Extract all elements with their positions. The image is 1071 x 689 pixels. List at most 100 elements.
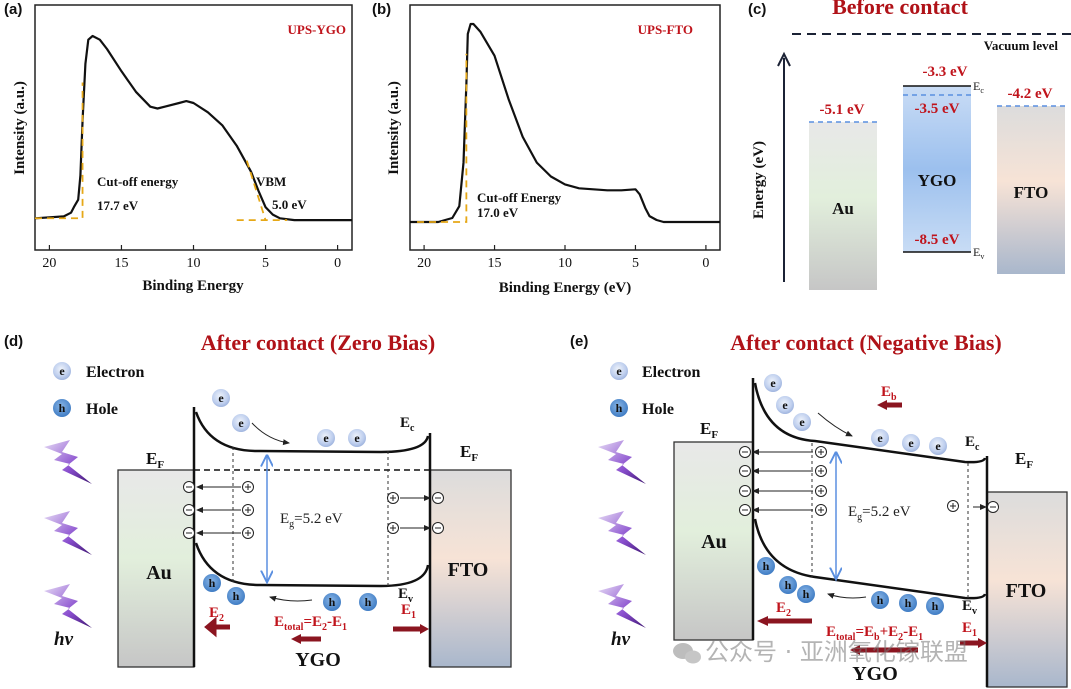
valence-band-curve xyxy=(194,542,430,588)
fto-label-e: FTO xyxy=(1006,580,1047,602)
chart-a-annotation-vbm: VBM xyxy=(256,174,286,189)
hole-icon xyxy=(359,593,377,611)
electron-flow-arrow-e xyxy=(817,412,853,437)
x-tick-label: 0 xyxy=(702,256,709,271)
au-level-value: -5.1 eV xyxy=(820,102,865,118)
ygo-ev-value: -8.5 eV xyxy=(915,232,960,248)
electron-glyph: e xyxy=(799,415,805,429)
e2-arrow xyxy=(204,616,230,638)
electron-glyph: e xyxy=(908,436,914,450)
ygo-ec-label: Ec xyxy=(973,79,984,95)
electron-glyph: e xyxy=(877,431,883,445)
hole-glyph: h xyxy=(209,576,216,590)
x-tick-label: 0 xyxy=(334,256,341,271)
e2-label: E2 xyxy=(209,605,224,624)
eb-arrowhead-icon xyxy=(877,400,887,410)
hole-icon xyxy=(227,587,245,605)
panel-e: (e) After contact (Negative Bias) e Elec… xyxy=(570,330,1068,688)
hole-glyph: h xyxy=(763,559,770,573)
wechat-icon-small xyxy=(685,650,701,664)
electron-icon xyxy=(317,429,335,447)
au-block xyxy=(117,469,195,668)
hole-glyph: h xyxy=(803,587,810,601)
au-ef-label: EF xyxy=(146,449,164,471)
hole-icon xyxy=(757,557,775,575)
ygo-block-before xyxy=(903,86,971,252)
au-label-e: Au xyxy=(701,531,727,553)
etotal-arrowhead-icon xyxy=(291,634,301,644)
electron-glyph: e xyxy=(770,376,776,390)
ygo-ef-value: -3.5 eV xyxy=(915,101,960,117)
chart-a-annotation-vbm-value: 5.0 eV xyxy=(272,197,307,212)
ygo-label-e: YGO xyxy=(852,663,898,685)
au-block-before xyxy=(809,122,877,290)
electron-icon xyxy=(793,413,811,431)
electron-glyph: e xyxy=(354,431,360,445)
electron-glyph: e xyxy=(782,398,788,412)
watermark: 公众号 · 亚洲氧化镓联盟 xyxy=(673,638,968,666)
chart-b-annotation-cutoff: Cut-off Energy xyxy=(477,190,562,205)
eb-label: Eb xyxy=(881,384,897,403)
legend-electron-label: Electron xyxy=(642,364,700,381)
fto-ef-label: EF xyxy=(460,442,478,464)
x-tick-label: 5 xyxy=(262,256,269,271)
hole-glyph: h xyxy=(329,595,336,609)
lightning-icon xyxy=(598,440,646,484)
hole-glyph: h xyxy=(877,593,884,607)
electron-icon xyxy=(902,434,920,452)
ygo-ev-label: Ev xyxy=(973,245,984,261)
hole-flow-arrow-e xyxy=(827,593,867,599)
ec-label: Ec xyxy=(400,415,415,434)
legend-hole-e: h Hole xyxy=(610,399,674,418)
hole-glyph: h xyxy=(905,596,912,610)
electron-icon xyxy=(212,389,230,407)
energy-axis-label: Energy (eV) xyxy=(751,141,767,219)
plot-frame-b xyxy=(409,4,721,251)
panel-label-d: (d) xyxy=(4,333,23,350)
bandgap-label-e: Eg=5.2 eV xyxy=(848,504,911,523)
hole-glyph: h xyxy=(932,599,939,613)
hole-glyph: h xyxy=(365,595,372,609)
legend-electron: e Electron xyxy=(53,362,144,381)
etotal-label: Etotal=E2-E1 xyxy=(274,614,347,633)
valence-band-curve-e xyxy=(753,518,987,600)
electron-icon xyxy=(53,362,71,380)
conduction-band-curve-e xyxy=(753,382,987,464)
electron-glyph: e xyxy=(935,439,941,453)
hole-glyph: h xyxy=(785,578,792,592)
e1-arrowhead-icon-e xyxy=(978,638,987,648)
energy-axis-arrowhead-icon xyxy=(777,51,791,67)
bandgap-label: Eg=5.2 eV xyxy=(280,511,343,530)
hole-icon xyxy=(779,576,797,594)
etotal-label-e: Etotal=Eb+E2-E1 xyxy=(826,624,923,643)
lightning-icon xyxy=(44,511,92,555)
conduction-band-curve xyxy=(194,411,430,454)
etotal-arrowhead-icon-e xyxy=(850,645,860,655)
e1-label: E1 xyxy=(401,602,416,621)
au-block-e xyxy=(673,441,754,641)
fto-label: FTO xyxy=(448,559,489,581)
hole-icon xyxy=(323,593,341,611)
cutoff-fit-line-b xyxy=(417,53,468,223)
chart-a-xlabel: Binding Energy xyxy=(142,278,244,294)
hole-icon xyxy=(53,399,71,417)
lightning-icon xyxy=(598,511,646,555)
au-ef-label-e: EF xyxy=(700,419,718,441)
ev-label: Ev xyxy=(398,586,413,605)
hole-icon xyxy=(203,574,221,592)
x-tick-label: 10 xyxy=(558,256,572,271)
ygo-ec-value: -3.3 eV xyxy=(923,64,968,80)
panel-d-title: After contact (Zero Bias) xyxy=(201,330,435,355)
vbm-fit-line-a xyxy=(236,160,288,222)
panel-label-c: (c) xyxy=(748,1,766,18)
chart-a: UPS-YGO Intensity (a.u.) Binding Energy … xyxy=(12,4,353,294)
electron-icon xyxy=(776,396,794,414)
electron-glyph: e xyxy=(323,431,329,445)
chart-b-xlabel: Binding Energy (eV) xyxy=(499,280,632,296)
e2-arrowhead-icon xyxy=(757,616,768,626)
ec-label-e: Ec xyxy=(965,434,980,453)
x-tick-label: 15 xyxy=(114,256,128,271)
spectrum-line xyxy=(410,22,720,224)
x-tick-label: 20 xyxy=(42,256,56,271)
